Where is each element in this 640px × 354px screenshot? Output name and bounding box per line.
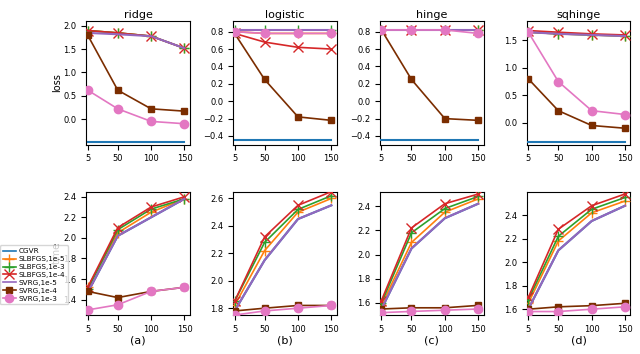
Title: sqhinge: sqhinge [557, 11, 601, 21]
X-axis label: (d): (d) [571, 335, 587, 345]
X-axis label: (c): (c) [424, 335, 439, 345]
X-axis label: (a): (a) [131, 335, 146, 345]
Title: hinge: hinge [416, 11, 447, 21]
Title: logistic: logistic [265, 11, 305, 21]
Y-axis label: loss: loss [52, 74, 62, 92]
Legend: CGVR, SLBFGS,1e-5, SLBFGS,1e-3, SLBFGS,1e-4, SVRG,1e-5, SVRG,1e-4, SVRG,1e-3: CGVR, SLBFGS,1e-5, SLBFGS,1e-3, SLBFGS,1… [0, 245, 68, 304]
X-axis label: (b): (b) [277, 335, 293, 345]
Y-axis label: time: time [52, 242, 62, 264]
Title: ridge: ridge [124, 11, 152, 21]
